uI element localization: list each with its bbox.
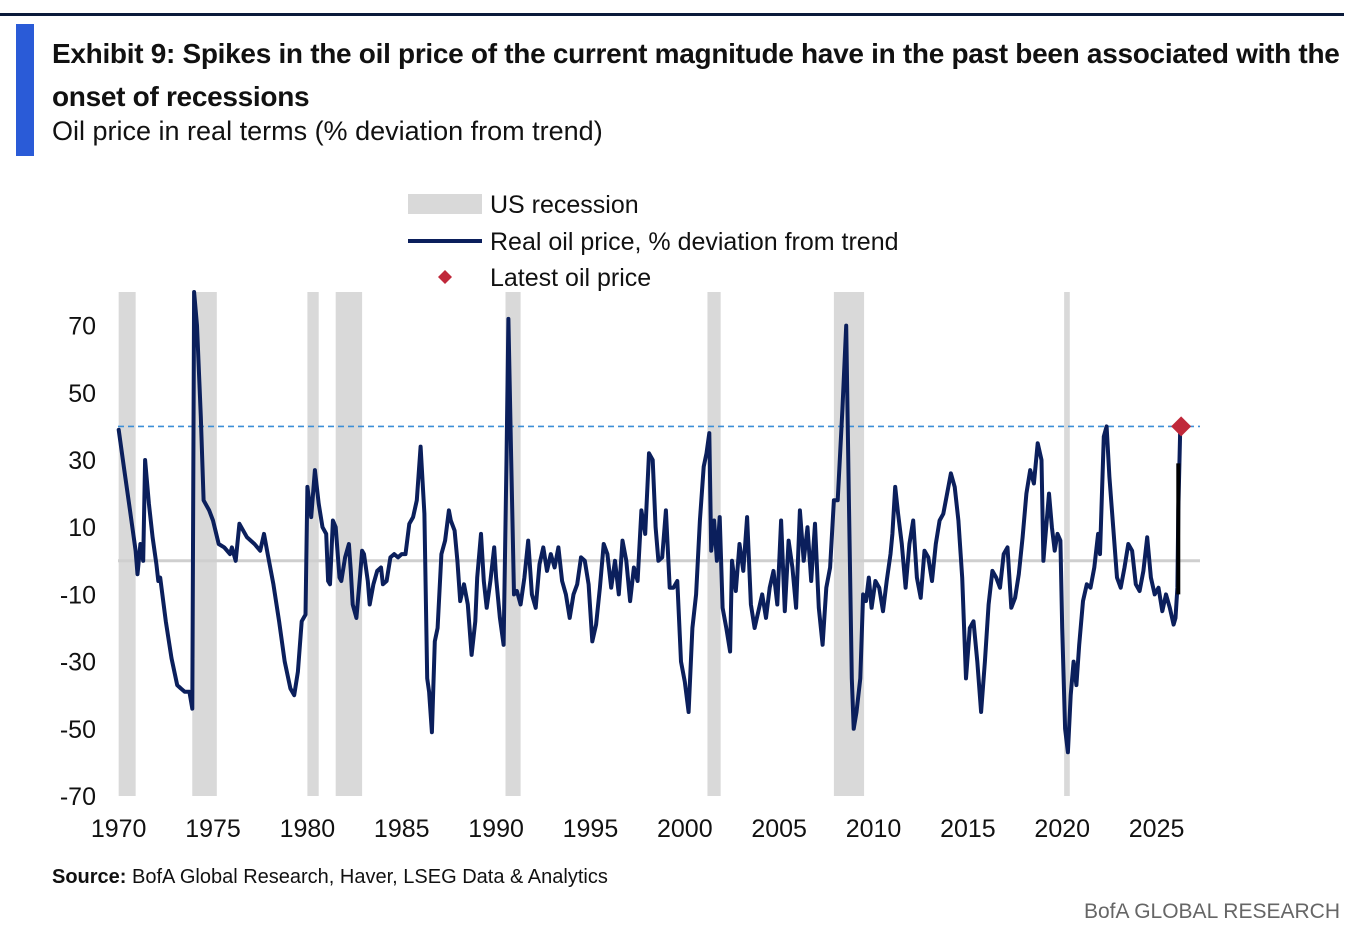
legend-label: Real oil price, % deviation from trend — [490, 228, 899, 256]
legend-swatch-latest — [438, 270, 452, 284]
y-tick-label: -30 — [60, 649, 96, 677]
brand-footer: BofA GLOBAL RESEARCH — [1084, 900, 1340, 923]
legend-label: Latest oil price — [490, 264, 651, 292]
series-line-real-oil-price — [116, 290, 1183, 755]
y-tick-label: 30 — [68, 447, 96, 475]
top-rule — [0, 13, 1344, 16]
x-tick-label: 2005 — [751, 815, 807, 843]
x-tick-label: 2015 — [940, 815, 996, 843]
source-note: Source: BofA Global Research, Haver, LSE… — [52, 866, 608, 889]
x-tick-label: 1995 — [563, 815, 619, 843]
y-tick-label: 50 — [68, 380, 96, 408]
series-line — [116, 290, 1192, 755]
y-tick-label: -10 — [60, 581, 96, 609]
x-tick-label: 1990 — [468, 815, 524, 843]
x-tick-label: 1970 — [91, 815, 147, 843]
x-tick-label: 2020 — [1034, 815, 1090, 843]
recession-band — [192, 292, 217, 796]
y-tick-label: 70 — [68, 313, 96, 341]
source-text: BofA Global Research, Haver, LSEG Data &… — [132, 866, 608, 888]
chart-subtitle: Oil price in real terms (% deviation fro… — [52, 116, 603, 146]
accent-bar — [16, 24, 34, 156]
y-tick-label: 10 — [68, 514, 96, 542]
latest-point-marker — [1171, 416, 1192, 437]
legend-swatch-recession — [408, 194, 482, 214]
x-tick-label: 1975 — [185, 815, 241, 843]
recession-band — [118, 292, 136, 796]
y-tick-label: -50 — [60, 716, 96, 744]
legend: US recession Real oil price, % deviation … — [408, 191, 899, 292]
recession-band — [307, 292, 319, 796]
recession-band — [1064, 292, 1070, 796]
x-tick-label: 2025 — [1129, 815, 1185, 843]
axis-labels: 70 50 30 10 -10 -30 -50 -70 1970 1975 1980 1985 1990… — [60, 313, 1185, 843]
y-tick-label: -70 — [60, 783, 96, 811]
source-label: Source: — [52, 866, 127, 888]
chart-title: Exhibit 9: Spikes in the oil price of th… — [52, 38, 1340, 112]
x-tick-label: 1985 — [374, 815, 430, 843]
x-tick-label: 2000 — [657, 815, 713, 843]
x-tick-label: 2010 — [846, 815, 902, 843]
legend-label: US recession — [490, 191, 639, 219]
x-tick-label: 1980 — [280, 815, 336, 843]
